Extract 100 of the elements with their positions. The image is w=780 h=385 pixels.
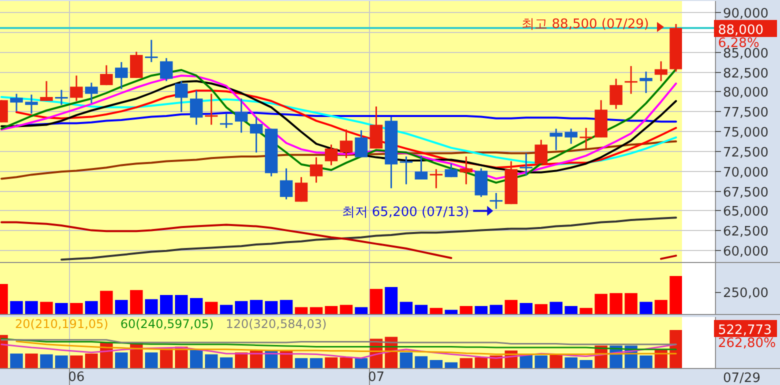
bar	[100, 290, 113, 314]
candlestick	[354, 130, 368, 158]
text: 88,000	[718, 22, 764, 38]
bar	[40, 354, 53, 368]
bar	[70, 355, 83, 368]
candlestick	[324, 144, 338, 166]
text: 262,80%	[718, 336, 776, 351]
text: 522,773	[718, 323, 772, 338]
bar	[550, 354, 562, 368]
bar	[324, 357, 338, 368]
bar	[85, 301, 98, 314]
candlestick	[55, 89, 68, 106]
bar	[444, 310, 458, 314]
candlestick	[640, 70, 652, 94]
bar	[370, 288, 383, 314]
bar	[204, 302, 218, 314]
bar	[250, 300, 263, 314]
bar	[444, 362, 458, 368]
y-tick-label: 67,500	[723, 186, 768, 200]
text: 250,00	[723, 286, 768, 301]
candlestick	[250, 116, 263, 154]
candlestick	[654, 60, 668, 82]
bar	[460, 306, 473, 314]
bar	[580, 360, 592, 368]
y-tick-label: 82,500	[723, 66, 768, 82]
candlestick	[145, 39, 158, 63]
candlestick	[490, 192, 503, 210]
candlestick	[624, 65, 638, 95]
candlestick	[10, 93, 23, 112]
bar	[220, 304, 233, 314]
candlestick	[400, 156, 413, 186]
y-tick-label: 90,000	[723, 6, 768, 22]
bar	[160, 348, 173, 368]
annotation: 최저 65,200 (07/13)	[342, 204, 470, 220]
bar	[354, 358, 368, 368]
line-series	[60, 216, 677, 261]
candlestick	[550, 128, 562, 151]
y-tick-label: 77,500	[723, 106, 768, 120]
candlestick	[190, 90, 203, 126]
bar	[174, 295, 188, 314]
y-tick-label: 62,500	[723, 224, 768, 240]
bar	[25, 301, 38, 314]
y-tick-label: 70,000	[723, 166, 768, 180]
bar	[220, 357, 233, 368]
bar	[384, 287, 398, 314]
bar	[145, 352, 158, 368]
bar	[640, 355, 652, 368]
bar	[414, 304, 428, 314]
bar	[504, 300, 518, 314]
bar	[145, 299, 158, 314]
bar	[190, 298, 203, 314]
bar	[55, 355, 68, 368]
x-tick-label: 06	[68, 370, 85, 385]
bar	[550, 302, 562, 314]
candlestick	[340, 128, 353, 159]
bar	[430, 308, 443, 314]
candlestick	[40, 80, 53, 102]
bar	[654, 300, 668, 314]
y-tick-label: 60,000	[723, 244, 768, 260]
candlestick	[564, 128, 578, 145]
bar	[10, 354, 23, 368]
bar	[324, 306, 338, 314]
candlestick	[444, 162, 458, 178]
candlestick	[85, 82, 98, 104]
candlestick	[294, 176, 308, 202]
candlestick	[70, 74, 83, 102]
candlestick	[220, 112, 233, 129]
candlestick	[580, 127, 592, 150]
y-tick-label: 65,000	[723, 204, 768, 220]
bar	[234, 301, 248, 314]
bar	[430, 360, 443, 368]
candlestick	[370, 106, 383, 150]
bar	[564, 357, 578, 368]
y-tick-label: 80,000	[723, 86, 768, 100]
bar	[534, 355, 548, 368]
bar	[310, 307, 323, 314]
bar	[10, 301, 23, 314]
bar	[640, 302, 652, 314]
bar	[85, 354, 98, 368]
bar	[55, 302, 68, 314]
bar	[70, 302, 83, 314]
bar	[520, 354, 532, 368]
bar	[294, 307, 308, 314]
candlestick	[115, 61, 128, 90]
bar	[310, 358, 323, 368]
bar	[264, 301, 278, 314]
candlestick	[234, 98, 248, 134]
bar	[40, 302, 53, 314]
candlestick	[130, 51, 143, 79]
y-tick-label: 75,000	[723, 126, 768, 140]
bar	[534, 304, 548, 314]
bar	[460, 358, 473, 368]
bar	[25, 354, 38, 368]
candlestick	[280, 168, 293, 200]
bar	[340, 357, 353, 368]
bar	[474, 306, 488, 314]
x-tick-label: 07	[368, 370, 384, 385]
candlestick	[160, 57, 173, 82]
candlestick	[520, 152, 532, 176]
bar	[115, 352, 128, 368]
